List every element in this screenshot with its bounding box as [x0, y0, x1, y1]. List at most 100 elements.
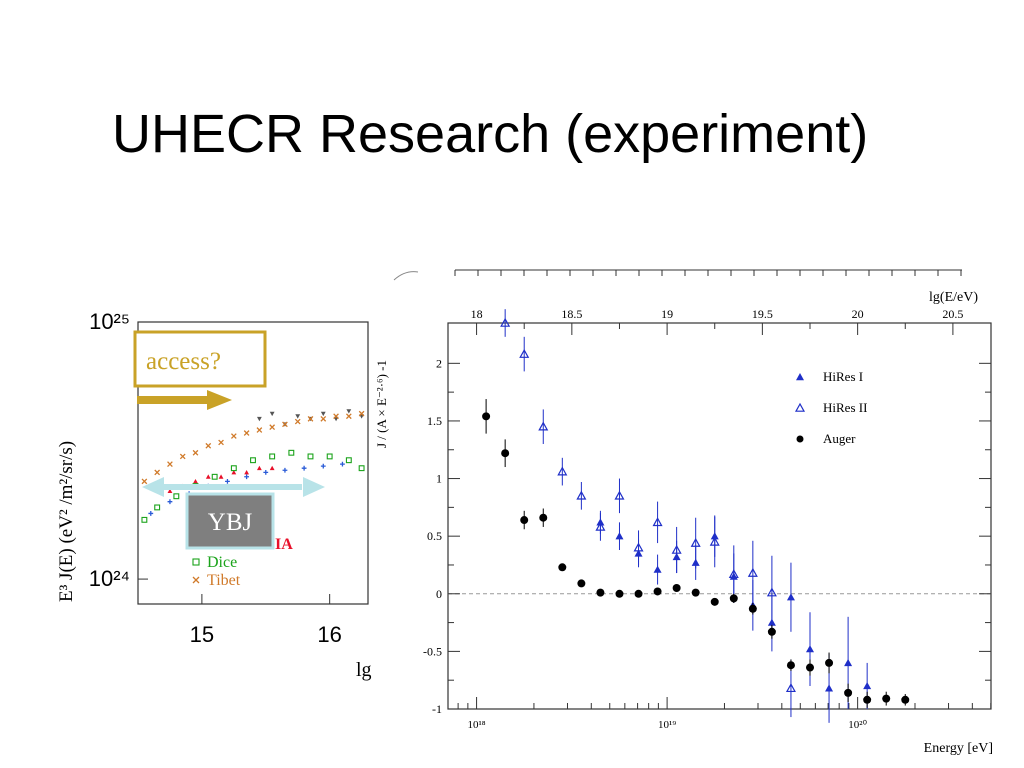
- right-y-tick-label-5: 1.5: [427, 414, 442, 428]
- right-y-tick-label-0: -1: [432, 702, 442, 716]
- right-marker-s2-1: [501, 449, 510, 458]
- left-point-s2-3: [205, 474, 211, 479]
- top-tick-label-5: 20.5: [942, 307, 963, 321]
- left-point-s1-0: [141, 478, 148, 485]
- right-x-tick-label-1: 10¹⁹: [658, 719, 676, 731]
- left-legend-label-0: IA: [275, 536, 293, 553]
- right-point-s2-2: [520, 510, 529, 530]
- right-legend-marker-2: [796, 435, 804, 443]
- right-point-s2-16: [786, 659, 795, 671]
- gold-arrow: [137, 390, 232, 410]
- right-axis-ticks: -1 -0.5 0 0.5 1 1.5 2 10¹⁸ 10¹⁹ 10²⁰ 18 18.5 19 19.5 2…: [423, 307, 992, 731]
- right-point-s1-0: [500, 309, 511, 337]
- left-point-s4-1: [167, 499, 173, 505]
- right-marker-s0-12: [825, 684, 834, 692]
- right-marker-s0-14: [863, 681, 872, 690]
- access-annotation-box: [133, 330, 267, 388]
- right-point-s1-10: [690, 517, 701, 569]
- left-point-s3-11: [345, 457, 352, 464]
- left-legend-marker-2: [192, 576, 200, 584]
- energy-range-double-arrow: [142, 477, 325, 497]
- left-point-s1-9: [256, 427, 263, 433]
- right-marker-s2-19: [844, 688, 853, 697]
- right-marker-s1-5: [595, 521, 606, 531]
- left-point-s1-10: [269, 424, 276, 430]
- right-legend-marker-0: [796, 373, 804, 381]
- left-x-tick-label-1: 16: [317, 622, 341, 647]
- right-point-s2-1: [501, 439, 510, 468]
- right-legend: HiRes I HiRes II Auger: [794, 369, 867, 446]
- right-point-s2-12: [710, 597, 719, 606]
- left-point-s4-7: [282, 467, 288, 473]
- slide-title: UHECR Research (experiment): [112, 104, 869, 164]
- left-point-s1-16: [345, 413, 352, 420]
- right-point-s0-3: [653, 554, 662, 585]
- right-marker-s1-15: [785, 683, 796, 693]
- left-point-s0-3: [295, 414, 301, 419]
- left-point-s2-7: [256, 465, 262, 471]
- left-y-axis-label: E³ J(E) (eV² /m²/sr/s): [56, 441, 77, 602]
- right-marker-s1-7: [633, 542, 644, 552]
- left-x-tick-label-0: 15: [190, 622, 214, 647]
- right-point-s2-3: [539, 508, 548, 527]
- right-marker-s1-2: [538, 421, 549, 431]
- right-marker-s1-8: [652, 517, 663, 527]
- right-marker-s2-21: [882, 694, 891, 703]
- right-point-s2-13: [729, 593, 738, 603]
- right-point-s2-5: [577, 579, 586, 588]
- right-marker-s2-8: [634, 589, 643, 598]
- right-point-s2-22: [901, 694, 910, 706]
- top-tick-label-3: 19.5: [752, 307, 773, 321]
- right-point-s1-8: [652, 501, 663, 544]
- right-marker-s2-18: [825, 658, 834, 667]
- left-point-s0-7: [346, 409, 352, 414]
- right-marker-s2-20: [863, 695, 872, 704]
- right-plot-frame: [447, 322, 992, 710]
- ybj-annotation-box: [185, 492, 275, 550]
- right-y-tick-label-6: 2: [436, 356, 442, 370]
- left-data-points: [141, 409, 365, 523]
- right-point-s1-9: [671, 526, 682, 574]
- right-point-s2-6: [596, 588, 605, 597]
- right-point-s2-0: [482, 399, 491, 434]
- left-point-s3-10: [326, 453, 333, 460]
- right-point-s1-14: [766, 555, 777, 630]
- right-point-s1-11: [709, 516, 720, 568]
- left-point-s3-6: [250, 457, 256, 464]
- left-point-s1-6: [218, 439, 224, 446]
- left-point-s4-0: [148, 511, 154, 516]
- right-marker-s0-3: [653, 565, 662, 573]
- right-marker-s2-13: [729, 594, 738, 603]
- right-point-s1-5: [595, 513, 606, 541]
- left-point-s0-0: [256, 416, 262, 422]
- right-marker-s1-10: [690, 537, 701, 547]
- right-legend-label-2: Auger: [823, 431, 856, 446]
- right-marker-s0-13: [844, 658, 853, 667]
- right-marker-s1-1: [519, 348, 530, 358]
- left-point-s0-5: [320, 411, 326, 417]
- right-point-s2-8: [634, 589, 643, 598]
- left-point-s4-6: [263, 470, 269, 475]
- left-point-s2-2: [193, 478, 198, 484]
- right-point-s1-4: [576, 482, 587, 510]
- right-marker-s2-22: [901, 695, 910, 704]
- top-tick-label-2: 19: [661, 307, 673, 321]
- right-point-s2-4: [558, 563, 567, 572]
- left-point-s1-11: [282, 421, 288, 428]
- left-point-s3-7: [269, 453, 276, 460]
- right-point-s1-13: [747, 540, 758, 606]
- clipped-arc-artifact: [393, 271, 419, 281]
- right-point-s2-20: [863, 691, 872, 708]
- left-point-s1-8: [243, 430, 250, 436]
- right-marker-s0-11: [806, 645, 814, 653]
- top-tick-label-4: 20: [852, 307, 864, 321]
- ybj-annotation-text: YBJ: [208, 509, 253, 536]
- left-point-s1-1: [154, 469, 161, 476]
- right-marker-s2-9: [653, 587, 662, 596]
- right-y-axis-label: J / (A × E⁻²·⁶) -1: [374, 360, 389, 448]
- right-marker-s1-14: [766, 587, 777, 597]
- right-point-s2-7: [615, 589, 624, 598]
- right-spectrum-chart: -1 -0.5 0 0.5 1 1.5 2 10¹⁸ 10¹⁹ 10²⁰ 18 18.5 19 19.5 2…: [374, 269, 993, 756]
- left-spectrum-chart: 10²⁵ 10²⁴ 15 16 E³ J(E) (eV² /m²/sr/s) lg I…: [56, 309, 372, 681]
- access-annotation-text: access?: [146, 348, 221, 375]
